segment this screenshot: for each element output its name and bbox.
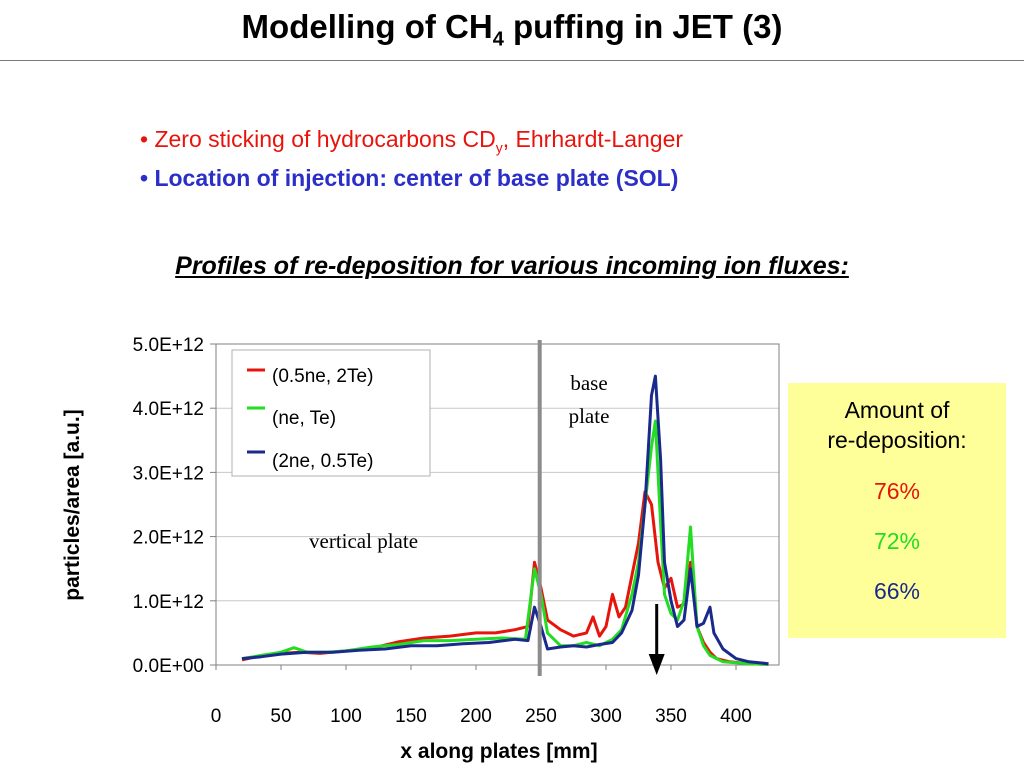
y-tick-label: 3.0E+12 (133, 463, 204, 484)
x-tick-label: 150 (395, 706, 427, 727)
legend-label-series-2: (ne, Te) (272, 408, 336, 429)
series-line-3 (241, 374, 769, 666)
slide-title: Modelling of CH4 puffing in JET (3) (241, 8, 783, 51)
x-tick-label: 250 (525, 706, 557, 727)
x-tick-label: 50 (270, 706, 291, 727)
legend-label-series-1: (0.5ne, 2Te) (272, 366, 373, 387)
base-plate-label-line2: plate (569, 404, 610, 428)
y-axis-label: particles/area [a.u.] (61, 409, 84, 600)
title-divider (0, 60, 1024, 61)
x-tick-label: 100 (330, 706, 362, 727)
legend-label-series-3: (2ne, 0.5Te) (272, 451, 373, 472)
base-plate-label-line1: base (570, 371, 607, 395)
bullet-list: • Zero sticking of hydrocarbons CDy, Ehr… (140, 124, 683, 193)
redeposition-value-series-1: 76% (873, 478, 921, 504)
bullet-injection: • Location of injection: center of base … (140, 164, 679, 191)
x-tick-label: 350 (655, 706, 687, 727)
redeposition-value-series-2: 72% (873, 528, 921, 554)
redeposition-summary-box: Amount of re-deposition: 76% 72% 66% (788, 383, 1006, 638)
x-tick-label: 200 (460, 706, 492, 727)
y-tick-label: 2.0E+12 (133, 528, 204, 549)
y-tick-label: 0.0E+00 (133, 656, 204, 677)
x-axis-label: x along plates [mm] (400, 740, 597, 763)
vertical-plate-label: vertical plate (309, 529, 418, 553)
injection-arrow (648, 604, 665, 675)
x-tick-label: 0 (211, 706, 222, 727)
y-tick-label: 4.0E+12 (133, 399, 204, 420)
summary-heading-line1: Amount of (844, 397, 950, 423)
x-tick-label: 300 (590, 706, 622, 727)
y-tick-label: 5.0E+12 (133, 335, 204, 356)
summary-heading-line2: re-deposition: (827, 427, 967, 453)
section-subtitle: Profiles of re-deposition for various in… (175, 252, 849, 280)
x-tick-label: 400 (720, 706, 752, 727)
bullet-sticking: • Zero sticking of hydrocarbons CDy, Ehr… (140, 126, 684, 156)
plot-area (215, 343, 780, 666)
legend: (0.5ne, 2Te) (ne, Te) (2ne, 0.5Te) (231, 349, 431, 477)
summary-heading: Amount of re-deposition: (788, 395, 1006, 455)
series-line-1 (241, 490, 769, 666)
y-tick-label: 1.0E+12 (133, 592, 204, 613)
redeposition-value-series-3: 66% (873, 578, 921, 604)
